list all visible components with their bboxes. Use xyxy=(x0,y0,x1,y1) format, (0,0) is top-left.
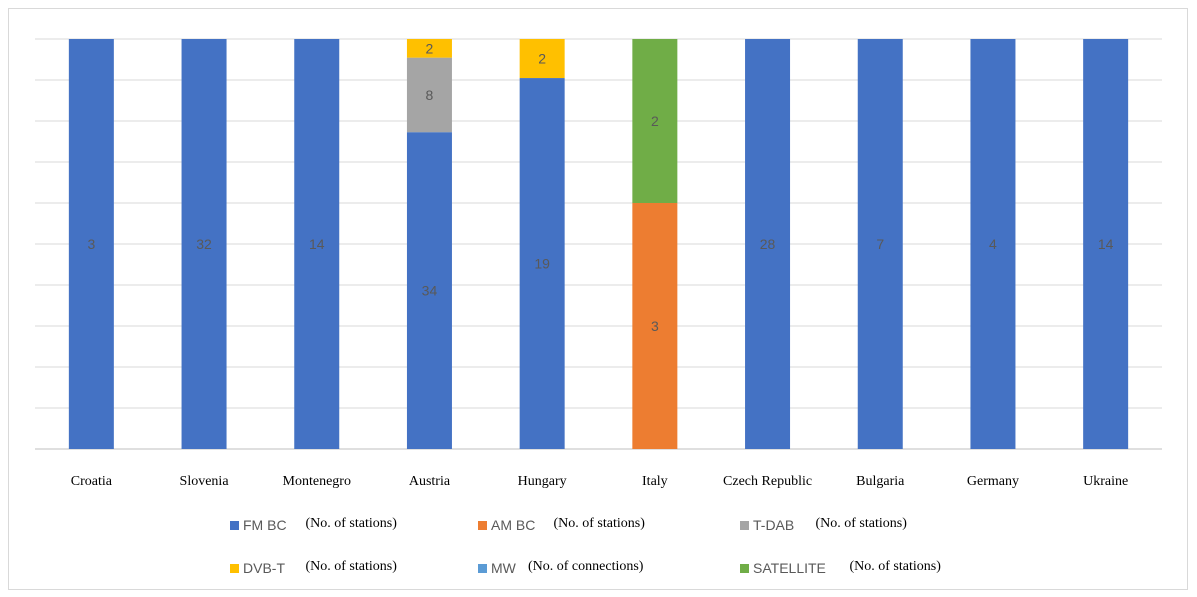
data-label-croatia-fm-bc: 3 xyxy=(87,236,95,252)
data-label-italy-satellite: 2 xyxy=(651,113,659,129)
bar-montenegro-fm-bc xyxy=(294,39,340,449)
bars xyxy=(68,39,1129,450)
category-label: Slovenia xyxy=(180,474,230,489)
legend-item-mw: MW (No. of connections) xyxy=(478,559,644,576)
data-label-austria-fm-bc: 34 xyxy=(422,283,438,299)
legend-item-am-bc: AM BC (No. of stations) xyxy=(478,516,645,533)
data-label-ukraine-fm-bc: 14 xyxy=(1098,236,1114,252)
bar-slovenia-fm-bc xyxy=(181,39,227,449)
legend-name: DVB-T xyxy=(243,560,285,576)
legend-item-satellite: SATELLITE (No. of stations) xyxy=(740,559,941,576)
legend-swatch xyxy=(230,521,239,530)
legend: FM BC (No. of stations) AM BC (No. of stati… xyxy=(230,516,941,576)
category-label: Bulgaria xyxy=(856,474,905,489)
category-label: Ukraine xyxy=(1083,474,1128,489)
bar-hungary-fm-bc xyxy=(519,78,565,450)
bar-italy-satellite xyxy=(632,39,678,203)
bar-croatia-fm-bc xyxy=(68,39,114,449)
legend-name: T-DAB xyxy=(753,517,794,533)
legend-item-fm-bc: FM BC (No. of stations) xyxy=(230,516,397,533)
category-labels: Croatia Slovenia Montenegro Austria Hungary I… xyxy=(71,474,1128,489)
legend-name: MW xyxy=(491,560,517,576)
category-label: Montenegro xyxy=(283,474,351,489)
legend-note: (No. of stations) xyxy=(554,516,646,531)
bar-bulgaria-fm-bc xyxy=(857,39,903,449)
legend-note: (No. of stations) xyxy=(850,559,942,574)
bar-austria-fm-bc xyxy=(406,132,452,449)
bar-czech-republic-fm-bc xyxy=(745,39,791,449)
legend-swatch xyxy=(478,564,487,573)
data-label-italy-am-bc: 3 xyxy=(651,318,659,334)
legend-item-t-dab: T-DAB (No. of stations) xyxy=(740,516,907,533)
data-label-hungary-dvb-t: 2 xyxy=(538,51,546,67)
category-label: Hungary xyxy=(518,474,567,489)
category-label: Czech Republic xyxy=(723,474,812,489)
data-label-germany-fm-bc: 4 xyxy=(989,236,997,252)
legend-name: SATELLITE xyxy=(753,560,826,576)
bar-ukraine-fm-bc xyxy=(1083,39,1129,449)
data-label-hungary-fm-bc: 19 xyxy=(534,256,550,272)
category-label: Austria xyxy=(409,474,451,489)
category-label: Croatia xyxy=(71,474,113,489)
legend-name: AM BC xyxy=(491,517,535,533)
bar-germany-fm-bc xyxy=(970,39,1016,449)
legend-swatch xyxy=(230,564,239,573)
legend-swatch xyxy=(740,564,749,573)
data-label-slovenia-fm-bc: 32 xyxy=(196,236,212,252)
legend-name: FM BC xyxy=(243,517,287,533)
category-label: Germany xyxy=(967,474,1019,489)
legend-note: (No. of stations) xyxy=(306,559,398,574)
bar-austria-t-dab xyxy=(406,57,452,133)
legend-note: (No. of stations) xyxy=(816,516,908,531)
legend-swatch xyxy=(740,521,749,530)
bar-austria-dvb-t xyxy=(406,39,452,58)
data-label-bulgaria-fm-bc: 7 xyxy=(876,236,884,252)
legend-note: (No. of connections) xyxy=(528,559,644,574)
bar-italy-am-bc xyxy=(632,203,678,449)
category-label: Italy xyxy=(642,474,668,489)
bar-hungary-dvb-t xyxy=(519,39,565,79)
data-label-czech-republic-fm-bc: 28 xyxy=(760,236,776,252)
data-label-austria-t-dab: 8 xyxy=(426,87,434,103)
legend-item-dvb-t: DVB-T (No. of stations) xyxy=(230,559,397,576)
data-label-austria-dvb-t: 2 xyxy=(426,40,434,56)
legend-note: (No. of stations) xyxy=(306,516,398,531)
legend-swatch xyxy=(478,521,487,530)
data-label-montenegro-fm-bc: 14 xyxy=(309,236,325,252)
